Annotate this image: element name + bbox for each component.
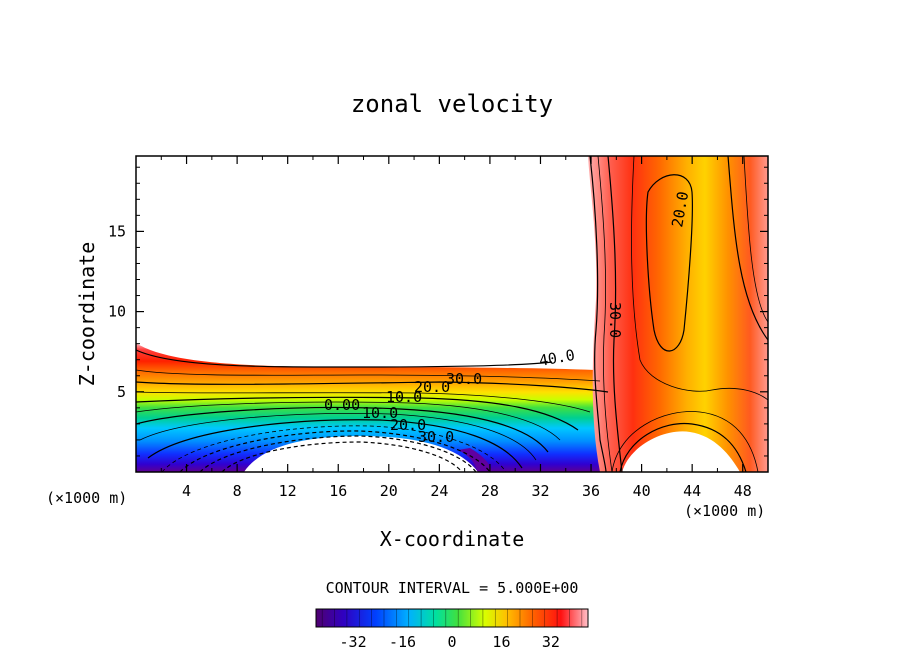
x-unit-left: (×1000 m) <box>46 489 127 507</box>
x-tick-label: 16 <box>329 482 347 500</box>
contour-line-neg-10 <box>179 430 491 472</box>
contour-label-30-vertical: 30.0 <box>606 302 624 338</box>
contour-line-v20-core <box>645 174 693 352</box>
contour-line-v25 <box>631 156 768 401</box>
contour-interval-label: CONTOUR INTERVAL = 5.000E+00 <box>326 579 579 597</box>
contour-labels: 40.0 30.0 20.0 10.0 0.00 10.0 20.0 30.0 … <box>324 190 692 446</box>
contour-line-20 <box>136 396 579 431</box>
chart-title: zonal velocity <box>351 90 553 118</box>
contour-line-v30-left <box>607 156 623 472</box>
white-gap-lower-right <box>622 431 740 472</box>
contour-line-35 <box>136 369 601 382</box>
contour-label-neg-20: 20.0 <box>390 416 426 434</box>
y-axis-ticks: 5 10 15 <box>108 166 768 457</box>
contour-line-v35-left <box>597 156 613 472</box>
x-tick-label: 40 <box>633 482 651 500</box>
contour-label-30: 30.0 <box>446 370 482 388</box>
contour-line-v30-right <box>727 156 768 341</box>
y-tick-label: 10 <box>108 303 126 321</box>
contour-lines <box>136 156 768 472</box>
x-tick-label: 8 <box>233 482 242 500</box>
y-axis-label: Z-coordinate <box>75 242 99 387</box>
x-tick-label: 24 <box>430 482 448 500</box>
contour-line-40 <box>136 349 553 368</box>
contour-line-0 <box>147 419 523 469</box>
contour-line-30 <box>136 381 609 393</box>
contour-line-15 <box>136 401 561 441</box>
x-tick-label: 4 <box>182 482 191 500</box>
white-gap-bottom <box>244 436 478 472</box>
colorbar-ticks: -32 -16 0 16 32 <box>321 609 583 651</box>
x-tick-label: 28 <box>481 482 499 500</box>
contour-line-10 <box>136 406 549 453</box>
colorbar-tick-label: -32 <box>340 633 367 651</box>
contour-label-neg-10: 10.0 <box>362 404 398 422</box>
contour-label-40: 40.0 <box>538 346 577 370</box>
colorbar-tick-label: 32 <box>542 633 560 651</box>
contour-line-lower-loop-outer <box>611 411 759 472</box>
x-tick-label: 36 <box>582 482 600 500</box>
contour-label-10: 10.0 <box>386 388 422 406</box>
colorbar-tick-label: -16 <box>389 633 416 651</box>
contour-line-lower-loop <box>619 422 747 472</box>
y-tick-label: 5 <box>117 383 126 401</box>
contour-line-neg-20 <box>199 435 477 472</box>
contour-label-0: 0.00 <box>324 396 360 414</box>
plot-frame <box>135 155 769 473</box>
x-axis-ticks: 4 8 12 16 20 24 28 32 36 40 44 48 <box>160 156 752 500</box>
contour-label-20: 20.0 <box>414 378 450 396</box>
colorbar-tick-label: 16 <box>492 633 510 651</box>
contour-line-neg-05 <box>161 425 507 472</box>
colorbar <box>315 608 589 628</box>
contour-label-20-vertical: 20.0 <box>668 190 692 229</box>
x-unit-right: (×1000 m) <box>684 502 765 520</box>
x-tick-label: 20 <box>380 482 398 500</box>
colorbar-tick-label: 0 <box>447 633 456 651</box>
x-tick-label: 12 <box>279 482 297 500</box>
x-tick-label: 48 <box>734 482 752 500</box>
contour-line-05 <box>139 413 537 461</box>
y-tick-label: 15 <box>108 222 126 240</box>
contour-label-neg-30: 30.0 <box>418 428 454 446</box>
x-tick-label: 44 <box>683 482 701 500</box>
contour-line-neg-30 <box>221 441 463 472</box>
jet-band-vertical <box>588 156 768 472</box>
x-axis-label: X-coordinate <box>380 527 525 551</box>
x-tick-label: 32 <box>531 482 549 500</box>
contour-line-25 <box>136 391 591 413</box>
contour-line-v40-left <box>589 156 607 472</box>
